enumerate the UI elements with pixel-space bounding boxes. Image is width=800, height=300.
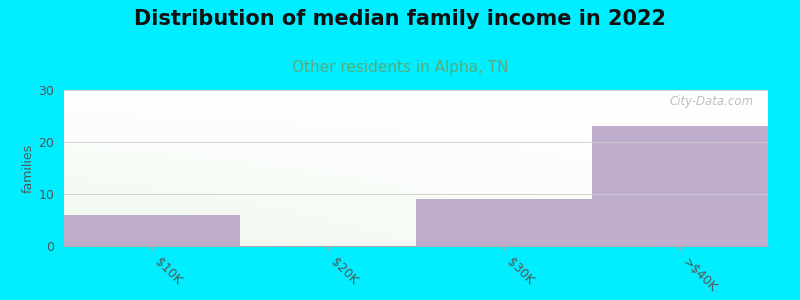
Y-axis label: families: families (22, 143, 34, 193)
Text: Other residents in Alpha, TN: Other residents in Alpha, TN (292, 60, 508, 75)
Bar (416, 199, 592, 246)
Text: Distribution of median family income in 2022: Distribution of median family income in … (134, 9, 666, 29)
Bar (592, 126, 768, 246)
Text: City-Data.com: City-Data.com (670, 95, 754, 108)
Bar (64, 215, 240, 246)
